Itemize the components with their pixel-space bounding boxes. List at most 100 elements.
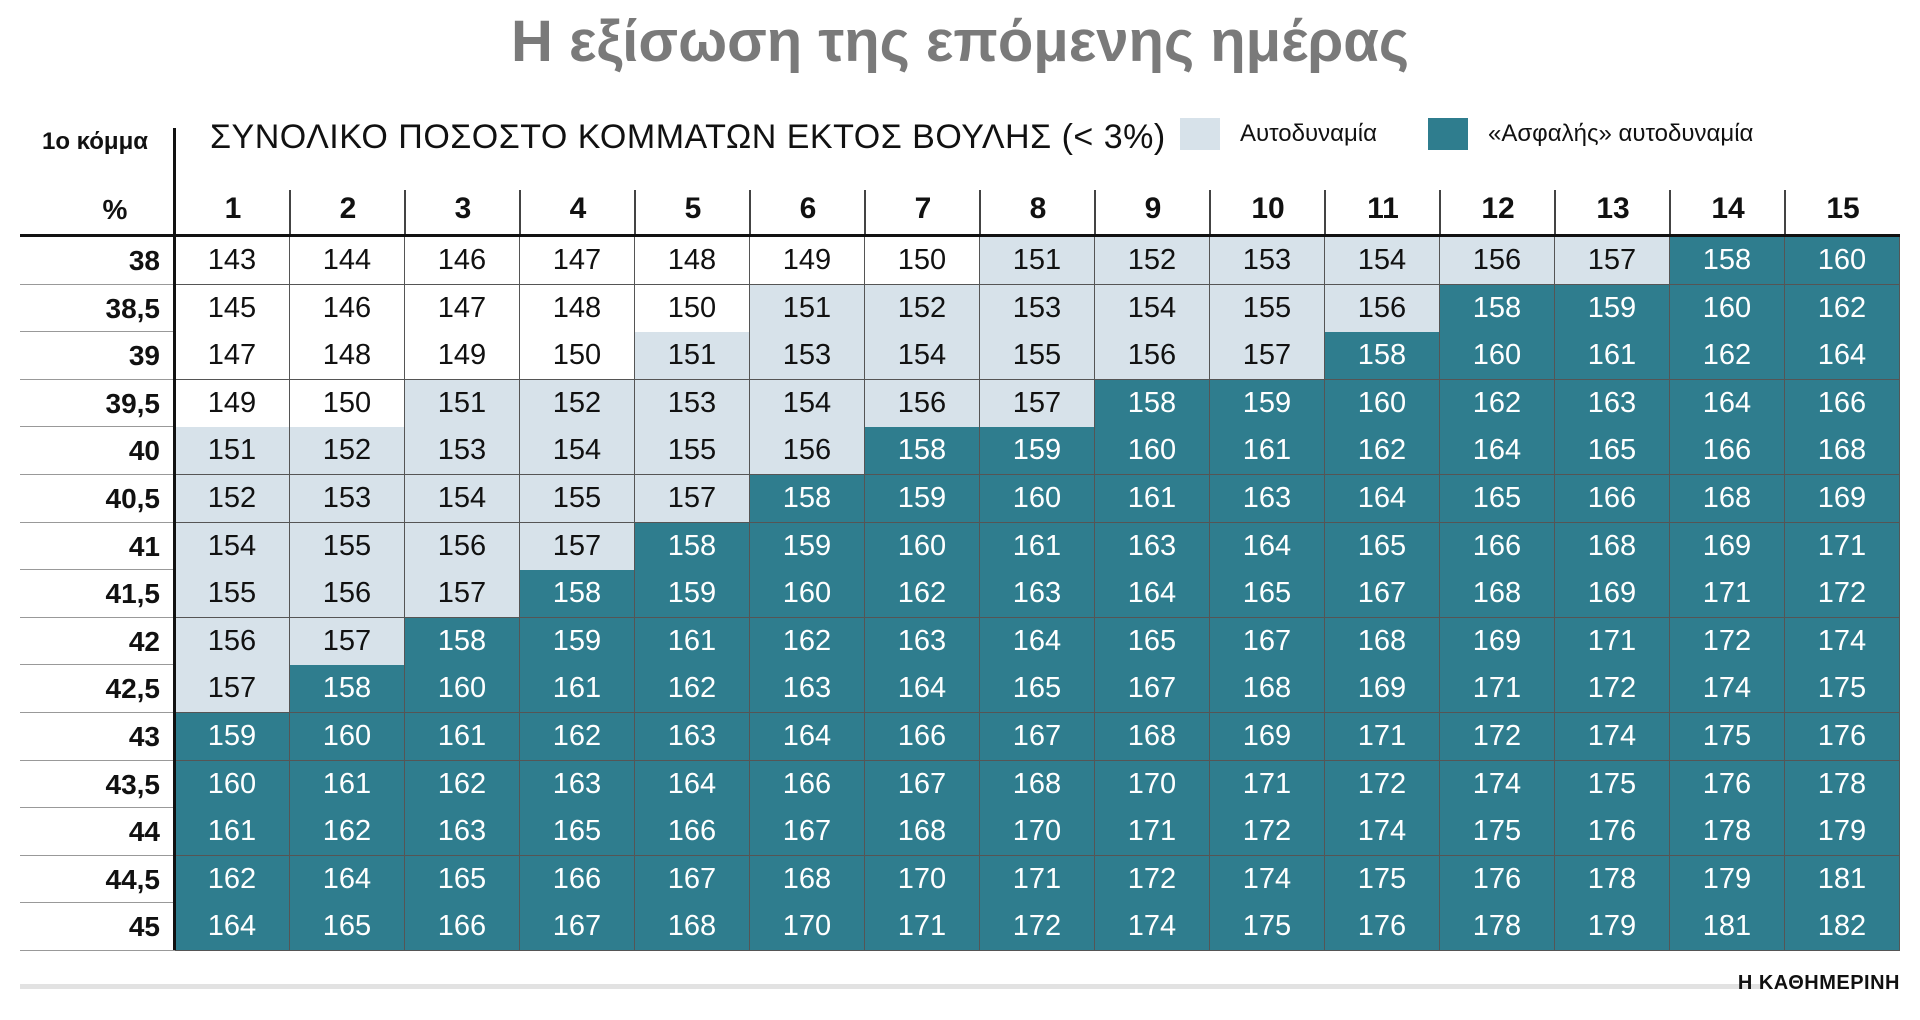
legend-label-dark: «Ασφαλής» αυτοδυναμία: [1488, 120, 1754, 147]
table-cell: 160: [1440, 332, 1555, 381]
row-header-separator: [20, 854, 175, 856]
table-cell: 155: [1210, 284, 1325, 333]
table-cell: 158: [1440, 284, 1555, 333]
table-cell: 179: [1785, 808, 1900, 857]
table-cell: 176: [1325, 903, 1440, 952]
table-cell: 163: [1210, 475, 1325, 523]
table-cell: 147: [175, 332, 290, 381]
table-cell: 178: [1670, 808, 1785, 857]
column-header: 14: [1711, 192, 1745, 225]
table-cell: 164: [1440, 427, 1555, 476]
table-cell: 152: [520, 379, 635, 428]
table-cell: 152: [865, 284, 980, 333]
table-cell: 171: [1785, 522, 1900, 571]
table-cell: 165: [1440, 475, 1555, 523]
table-cell: 162: [865, 570, 980, 619]
legend-label-light: Αυτοδυναμία: [1240, 120, 1378, 147]
row-header-separator: [20, 426, 175, 428]
table-cell: 157: [1555, 237, 1670, 285]
table-cell: 167: [1095, 665, 1210, 714]
column-header: 6: [799, 192, 817, 225]
chart-title: Η εξίσωση της επόμενης ημέρας: [510, 9, 1410, 74]
table-cell: 150: [635, 284, 750, 333]
table-cell: 160: [175, 760, 290, 809]
table-cell: 168: [635, 903, 750, 952]
table-cell: 176: [1440, 855, 1555, 904]
table-cell: 148: [290, 332, 405, 381]
column-header: 11: [1367, 192, 1399, 225]
table-cell: 160: [1095, 427, 1210, 476]
column-header-separator: [1094, 190, 1096, 234]
table-cell: 164: [175, 903, 290, 952]
row-header: 45: [128, 911, 160, 943]
table-cell: 160: [405, 665, 520, 714]
table-cell: 174: [1555, 713, 1670, 761]
table-cell: 154: [750, 379, 865, 428]
table-cell: 154: [1095, 284, 1210, 333]
table-cell: 164: [1095, 570, 1210, 619]
column-header: 3: [454, 192, 472, 225]
table-cell: 168: [1785, 427, 1900, 476]
table-cell: 169: [1325, 665, 1440, 714]
row-header-separator: [20, 378, 175, 380]
table-cell: 151: [635, 332, 750, 381]
table-cell: 164: [1670, 379, 1785, 428]
column-header: 2: [339, 192, 357, 225]
table-cell: 152: [290, 427, 405, 476]
row-header: 43: [128, 721, 160, 752]
row-header: 41,5: [105, 578, 161, 610]
table-cell: 166: [1785, 379, 1900, 428]
table-cell: 159: [865, 475, 980, 523]
table-cell: 167: [750, 808, 865, 857]
table-cell: 168: [1555, 522, 1670, 571]
table-cell: 165: [290, 903, 405, 952]
table-cell: 168: [750, 855, 865, 904]
legend-swatch-dark: [1428, 118, 1468, 150]
table-cell: 156: [175, 617, 290, 666]
table-cell: 168: [1210, 665, 1325, 714]
table-cell: 164: [1785, 332, 1900, 381]
table-cell: 171: [1440, 665, 1555, 714]
row-header: 40: [128, 435, 160, 467]
table-cell: 168: [865, 808, 980, 857]
table-cell: 147: [405, 284, 520, 333]
table-cell: 172: [1670, 617, 1785, 666]
table-cell: 162: [1440, 379, 1555, 428]
row-header-label: 1ο κόμμα: [41, 128, 149, 155]
table-cell: 147: [520, 237, 635, 285]
table-cell: 169: [1785, 475, 1900, 523]
table-cell: 166: [750, 760, 865, 809]
row-header: 42,5: [105, 673, 161, 705]
table-cell: 160: [1325, 379, 1440, 428]
table-cell: 158: [1095, 379, 1210, 428]
table-cell: 160: [1670, 284, 1785, 333]
table-cell: 172: [1555, 665, 1670, 714]
column-header-separator: [1669, 190, 1671, 234]
table-cell: 165: [520, 808, 635, 857]
column-header: 13: [1596, 192, 1630, 225]
table-cell: 161: [1095, 475, 1210, 523]
table-cell: 168: [1670, 475, 1785, 523]
table-cell: 157: [980, 379, 1095, 428]
legend-item-safe-autodynamia: «Ασφαλής» αυτοδυναμία: [1428, 118, 1753, 150]
row-header-separator: [20, 902, 175, 904]
table-cell: 158: [520, 570, 635, 619]
table-cell: 161: [635, 617, 750, 666]
column-header: 12: [1481, 192, 1515, 225]
table-cell: 176: [1670, 760, 1785, 809]
table-cell: 161: [520, 665, 635, 714]
table-cell: 150: [520, 332, 635, 381]
column-header-separator: [404, 190, 406, 234]
table-cell: 174: [1440, 760, 1555, 809]
table-cell: 164: [750, 713, 865, 761]
table-cell: 151: [980, 237, 1095, 285]
table-cell: 154: [520, 427, 635, 476]
table-cell: 176: [1555, 808, 1670, 857]
table-cell: 163: [865, 617, 980, 666]
table-cell: 159: [520, 617, 635, 666]
row-header: 43,5: [105, 768, 161, 800]
table-cell: 165: [980, 665, 1095, 714]
table-cell: 157: [1210, 332, 1325, 381]
column-header-separator: [1554, 190, 1556, 234]
row-header-separator: [20, 664, 175, 666]
